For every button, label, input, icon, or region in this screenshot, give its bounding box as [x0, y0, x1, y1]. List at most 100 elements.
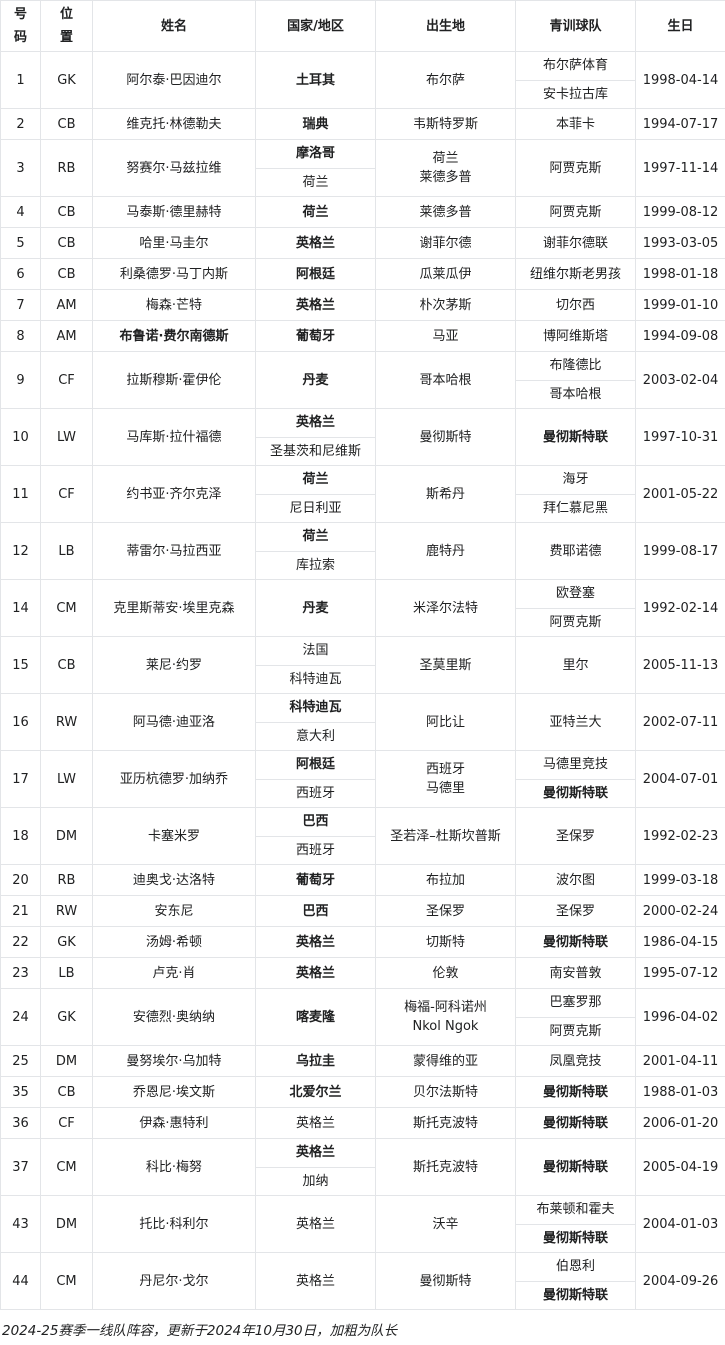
birthplace-cell: 马亚 — [376, 321, 516, 352]
birthday-cell: 2003-02-04 — [636, 352, 725, 409]
birthplace-line: Nkol Ngok — [412, 1019, 479, 1034]
number-cell: 22 — [1, 927, 41, 958]
country-item: 阿根廷 — [256, 751, 375, 780]
player-row: 17 LW 亚历杭德罗·加纳乔 阿根廷 西班牙 西班牙 马德里 马德里竞技 曼彻斯特联 2004-… — [1, 751, 725, 808]
birthplace-line: 莱德多普 — [419, 170, 472, 185]
country-item: 英格兰 — [256, 1139, 375, 1168]
birthplace-cell: 梅福-阿科诺州 Nkol Ngok — [376, 989, 516, 1046]
name-cell: 托比·科利尔 — [93, 1196, 256, 1253]
player-row: 23 LB 卢克·肖 英格兰 伦敦 南安普敦 1995-07-12 — [1, 958, 725, 989]
position-cell: CB — [41, 228, 93, 259]
player-row: 3 RB 努赛尔·马兹拉维 摩洛哥 荷兰 荷兰 莱德多普 阿贾克斯 1997-11-14 — [1, 140, 725, 197]
player-row: 16 RW 阿马德·迪亚洛 科特迪瓦 意大利 阿比让 亚特兰大 2002-07-11 — [1, 694, 725, 751]
position-cell: CM — [41, 1139, 93, 1196]
player-row: 2 CB 维克托·林德勒夫 瑞典 韦斯特罗斯 本菲卡 1994-07-17 — [1, 109, 725, 140]
country-cell: 英格兰 加纳 — [256, 1139, 376, 1196]
position-cell: RW — [41, 896, 93, 927]
number-cell: 3 — [1, 140, 41, 197]
number-cell: 24 — [1, 989, 41, 1046]
birthplace-cell: 布拉加 — [376, 865, 516, 896]
number-cell: 2 — [1, 109, 41, 140]
birthday-cell: 2002-07-11 — [636, 694, 725, 751]
youth-club-cell: 海牙 拜仁慕尼黑 — [516, 466, 636, 523]
youth-club-cell: 里尔 — [516, 637, 636, 694]
name-cell: 蒂雷尔·马拉西亚 — [93, 523, 256, 580]
player-row: 10 LW 马库斯·拉什福德 英格兰 圣基茨和尼维斯 曼彻斯特 曼彻斯特联 1997-10-3… — [1, 409, 725, 466]
number-cell: 5 — [1, 228, 41, 259]
birthplace-cell: 阿比让 — [376, 694, 516, 751]
player-row: 24 GK 安德烈·奥纳纳 喀麦隆 梅福-阿科诺州 Nkol Ngok 巴塞罗那 阿贾克斯 19… — [1, 989, 725, 1046]
birthday-cell: 2001-04-11 — [636, 1046, 725, 1077]
youth-club-cell: 纽维尔斯老男孩 — [516, 259, 636, 290]
youth-club-cell: 曼彻斯特联 — [516, 927, 636, 958]
birthplace-cell: 哥本哈根 — [376, 352, 516, 409]
player-row: 25 DM 曼努埃尔·乌加特 乌拉圭 蒙得维的亚 凤凰竞技 2001-04-11 — [1, 1046, 725, 1077]
country-cell: 法国 科特迪瓦 — [256, 637, 376, 694]
youth-club-item: 马德里竞技 — [516, 751, 635, 780]
player-row: 44 CM 丹尼尔·戈尔 英格兰 曼彻斯特 伯恩利 曼彻斯特联 2004-09-26 — [1, 1253, 725, 1310]
country-item: 加纳 — [302, 1173, 329, 1189]
name-cell: 卢克·肖 — [93, 958, 256, 989]
number-cell: 15 — [1, 637, 41, 694]
country-cell: 荷兰 库拉索 — [256, 523, 376, 580]
country-item: 英格兰 — [256, 409, 375, 438]
birthday-cell: 2004-09-26 — [636, 1253, 725, 1310]
name-cell: 安德烈·奥纳纳 — [93, 989, 256, 1046]
position-cell: CB — [41, 197, 93, 228]
country-cell: 葡萄牙 — [256, 321, 376, 352]
position-cell: RW — [41, 694, 93, 751]
youth-club-item: 曼彻斯特联 — [542, 1287, 608, 1303]
name-cell: 汤姆·希顿 — [93, 927, 256, 958]
country-cell: 英格兰 — [256, 290, 376, 321]
country-item: 荷兰 — [256, 466, 375, 495]
player-row: 12 LB 蒂雷尔·马拉西亚 荷兰 库拉索 鹿特丹 费耶诺德 1999-08-17 — [1, 523, 725, 580]
birthday-cell: 2006-01-20 — [636, 1108, 725, 1139]
player-row: 9 CF 拉斯穆斯·霍伊伦 丹麦 哥本哈根 布隆德比 哥本哈根 2003-02-04 — [1, 352, 725, 409]
birthplace-lines: 荷兰 莱德多普 — [419, 149, 471, 187]
name-cell: 卡塞米罗 — [93, 808, 256, 865]
country-cell: 荷兰 尼日利亚 — [256, 466, 376, 523]
birthplace-cell: 斯托克波特 — [376, 1139, 516, 1196]
youth-club-item: 布尔萨体育 — [516, 52, 635, 81]
youth-club-cell: 南安普敦 — [516, 958, 636, 989]
country-cell: 葡萄牙 — [256, 865, 376, 896]
name-cell: 约书亚·齐尔克泽 — [93, 466, 256, 523]
youth-club-cell: 本菲卡 — [516, 109, 636, 140]
position-cell: CB — [41, 259, 93, 290]
table-header-row: 号码 位置 姓名 国家/地区 出生地 青训球队 生日 — [1, 1, 725, 52]
birthday-cell: 1999-08-17 — [636, 523, 725, 580]
birthplace-line: 马德里 — [425, 781, 465, 796]
youth-club-cell: 谢菲尔德联 — [516, 228, 636, 259]
youth-club-item: 曼彻斯特联 — [542, 1230, 608, 1246]
country-item: 科特迪瓦 — [289, 671, 342, 687]
number-cell: 44 — [1, 1253, 41, 1310]
birthplace-cell: 沃辛 — [376, 1196, 516, 1253]
birthplace-cell: 斯托克波特 — [376, 1108, 516, 1139]
youth-club-item: 布莱顿和霍夫 — [516, 1196, 635, 1225]
youth-club-cell: 波尔图 — [516, 865, 636, 896]
youth-club-cell: 阿贾克斯 — [516, 140, 636, 197]
youth-club-item: 安卡拉古库 — [542, 86, 608, 102]
youth-club-cell: 圣保罗 — [516, 808, 636, 865]
squad-table: 号码 位置 姓名 国家/地区 出生地 青训球队 生日 1 GK 阿尔泰·巴因迪尔 土耳其 布尔萨 布尔萨… — [0, 0, 725, 1310]
player-row: 6 CB 利桑德罗·马丁内斯 阿根廷 瓜莱瓜伊 纽维尔斯老男孩 1998-01-18 — [1, 259, 725, 290]
birthday-cell: 2005-11-13 — [636, 637, 725, 694]
birthday-cell: 1999-03-18 — [636, 865, 725, 896]
youth-club-item: 布隆德比 — [516, 352, 635, 381]
position-cell: RB — [41, 140, 93, 197]
name-cell: 克里斯蒂安·埃里克森 — [93, 580, 256, 637]
country-item: 圣基茨和尼维斯 — [269, 443, 361, 459]
position-cell: RB — [41, 865, 93, 896]
position-cell: CF — [41, 1108, 93, 1139]
name-cell: 布鲁诺·费尔南德斯 — [93, 321, 256, 352]
youth-club-cell: 曼彻斯特联 — [516, 409, 636, 466]
youth-club-item: 欧登塞 — [516, 580, 635, 609]
position-cell: CB — [41, 109, 93, 140]
birthday-cell: 1992-02-14 — [636, 580, 725, 637]
player-row: 11 CF 约书亚·齐尔克泽 荷兰 尼日利亚 斯希丹 海牙 拜仁慕尼黑 2001-05-22 — [1, 466, 725, 523]
position-cell: AM — [41, 290, 93, 321]
birthday-cell: 1998-04-14 — [636, 52, 725, 109]
youth-club-item: 海牙 — [516, 466, 635, 495]
name-cell: 科比·梅努 — [93, 1139, 256, 1196]
youth-club-cell: 巴塞罗那 阿贾克斯 — [516, 989, 636, 1046]
